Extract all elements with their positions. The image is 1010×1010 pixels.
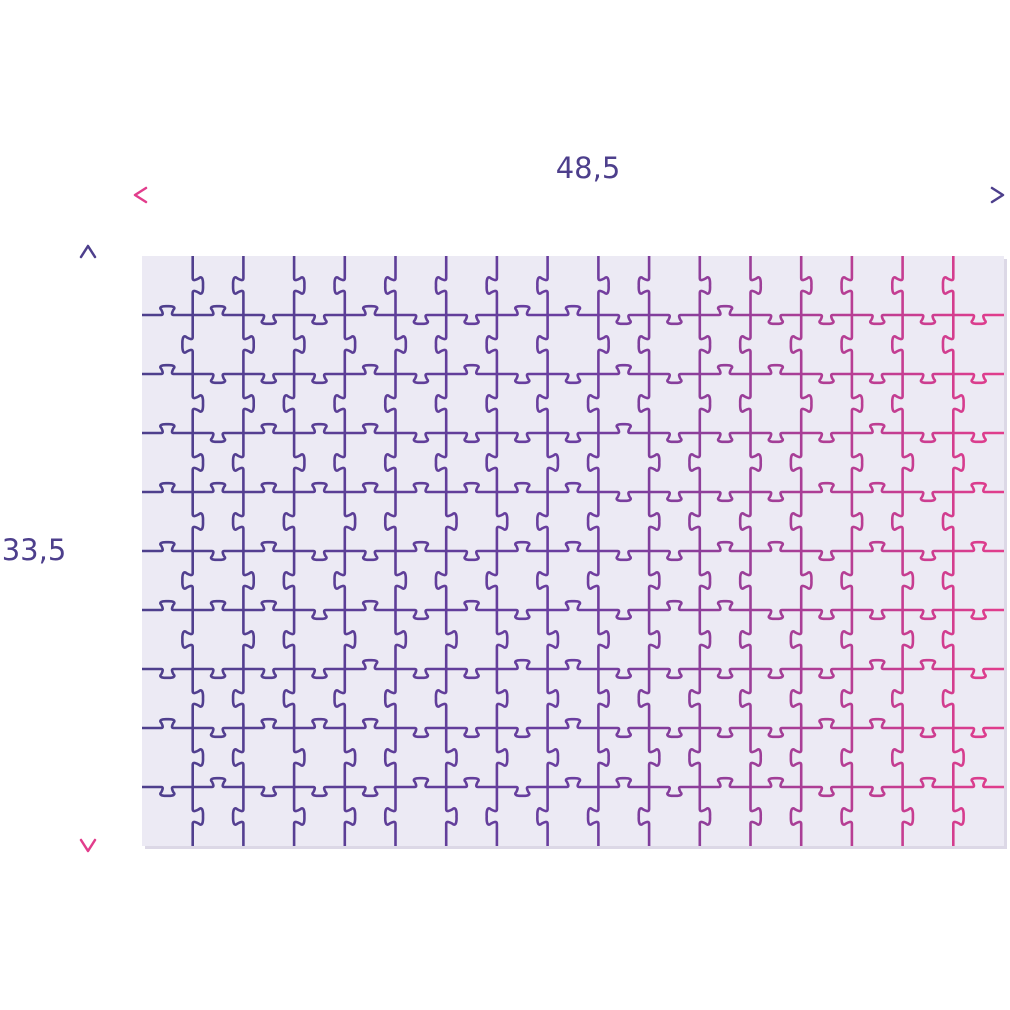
vertical-cut-line — [688, 256, 712, 846]
vertical-cut-line — [789, 256, 813, 846]
width-label: 48,5 — [556, 151, 621, 185]
vertical-cut-line — [738, 256, 763, 846]
horizontal-cut-line — [142, 422, 1004, 444]
horizontal-cut-line — [142, 717, 1004, 739]
vertical-cut-line — [282, 256, 306, 846]
width-arrow-left-head — [133, 186, 148, 204]
vertical-cut-line — [637, 256, 661, 846]
vertical-cut-line — [890, 256, 915, 846]
horizontal-cut-line — [142, 540, 1004, 562]
height-arrow-top-head — [79, 244, 97, 259]
horizontal-cut-line — [142, 776, 1004, 798]
horizontal-cut-line — [142, 658, 1004, 680]
height-arrow-bottom-head — [79, 838, 97, 853]
horizontal-cut-line — [142, 481, 1004, 503]
vertical-cut-line — [941, 256, 965, 846]
board-surface — [142, 256, 1004, 846]
vertical-cut-line — [181, 256, 205, 846]
vertical-cut-line — [586, 256, 610, 846]
vertical-cut-line — [333, 256, 357, 846]
vertical-cut-line — [434, 256, 458, 846]
width-arrow-right-head — [990, 186, 1005, 204]
vertical-cut-line — [231, 256, 256, 846]
vertical-cut-line — [536, 256, 560, 846]
horizontal-cut-line — [142, 599, 1004, 621]
vertical-cut-line — [383, 256, 408, 846]
width-dimension: 48,5 — [133, 151, 1005, 204]
horizontal-cut-line — [142, 304, 1004, 326]
puzzle-piece-grid — [142, 256, 1004, 846]
vertical-cut-line — [485, 256, 509, 846]
vertical-cut-line — [840, 256, 864, 846]
puzzle-board — [142, 256, 1007, 849]
height-dimension: 33,5 — [2, 244, 97, 853]
height-label: 33,5 — [2, 533, 67, 567]
horizontal-cut-line — [142, 363, 1004, 385]
